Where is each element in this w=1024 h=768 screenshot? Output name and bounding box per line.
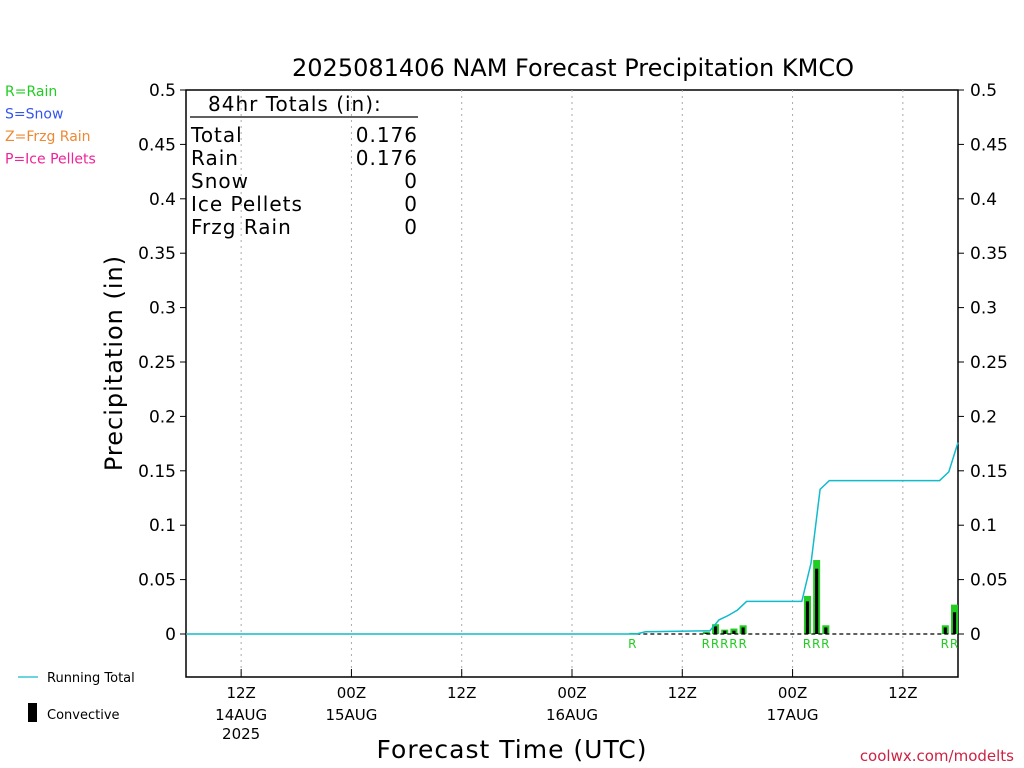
y-tick-label-right: 0	[970, 625, 981, 645]
precip-type-label: R	[941, 637, 949, 651]
precip-type-label: R	[702, 637, 710, 651]
convective-bar	[824, 627, 828, 634]
totals-row-value: 0.176	[356, 146, 418, 170]
convective-bar	[943, 627, 947, 634]
precip-type-label: R	[628, 637, 636, 651]
x-tick-label-date: 15AUG	[325, 706, 377, 724]
totals-row-label: Rain	[191, 146, 239, 170]
y-axis-label: Precipitation (in)	[100, 255, 128, 471]
running-total-line	[186, 442, 959, 635]
x-tick-label-time: 12Z	[226, 684, 255, 702]
precip-type-legend: R=Rain S=Snow Z=Frzg Rain P=Ice Pellets	[5, 84, 96, 168]
precip-type-label: R	[711, 637, 719, 651]
totals-row-value: 0	[404, 215, 418, 239]
credit-text: coolwx.com/modelts	[860, 747, 1014, 765]
y-tick-label-left: 0.15	[138, 462, 176, 482]
x-tick-label-time: 00Z	[557, 684, 586, 702]
convective-bar	[815, 568, 819, 634]
x-tick-label-time: 12Z	[668, 684, 697, 702]
totals-box: 84hr Totals (in): Total 0.176 Rain 0.176 Sno…	[190, 92, 418, 239]
y-tick-label-right: 0.4	[970, 190, 997, 210]
precip-type-label: R	[803, 637, 811, 651]
x-tick-label-date: 16AUG	[546, 706, 598, 724]
totals-row-value: 0.176	[356, 123, 418, 147]
x-tick-label-time: 00Z	[778, 684, 807, 702]
y-tick-label-left: 0.45	[138, 135, 176, 155]
y-tick-label-left: 0.3	[149, 299, 176, 319]
legend-entry-0: R=Rain	[5, 84, 57, 100]
x-grid-lines	[240, 90, 904, 677]
legend-entry-2: Z=Frzg Rain	[5, 129, 91, 145]
y-axis-left: 0 0.05 0.1 0.15 0.2 0.25 0.3 0.35 0.4 0.45 0.5	[138, 81, 186, 645]
convective-bar	[732, 630, 736, 634]
y-tick-label-right: 0.2	[970, 407, 997, 427]
precip-type-label: R	[950, 637, 958, 651]
y-tick-label-right: 0.45	[970, 135, 1008, 155]
convective-bar	[741, 627, 745, 634]
convective-bar	[713, 626, 718, 634]
convective-bar	[723, 630, 727, 634]
totals-row-label: Frzg Rain	[191, 215, 292, 239]
y-tick-label-left: 0.5	[149, 81, 176, 101]
x-tick-label-time: 12Z	[888, 684, 917, 702]
totals-row-label: Ice Pellets	[191, 192, 303, 216]
precip-type-label: R	[720, 637, 728, 651]
totals-heading: 84hr Totals (in):	[208, 92, 382, 116]
precip-type-label: R	[821, 637, 829, 651]
x-axis-label: Forecast Time (UTC)	[377, 735, 648, 764]
x-tick-label-year: 2025	[222, 725, 260, 743]
y-tick-label-right: 0.3	[970, 299, 997, 319]
y-tick-label-right: 0.25	[970, 353, 1008, 373]
running-total-series	[186, 442, 959, 635]
chart-title: 2025081406 NAM Forecast Precipitation KM…	[292, 54, 854, 82]
y-tick-label-left: 0	[165, 625, 176, 645]
y-tick-label-right: 0.05	[970, 571, 1008, 591]
y-tick-label-right: 0.35	[970, 244, 1008, 264]
y-tick-label-left: 0.1	[149, 516, 176, 536]
totals-row-label: Snow	[191, 169, 249, 193]
convective-bar	[952, 612, 957, 634]
totals-row-value: 0	[404, 192, 418, 216]
y-tick-label-left: 0.35	[138, 244, 176, 264]
y-tick-label-right: 0.1	[970, 516, 997, 536]
legend-entry-3: P=Ice Pellets	[5, 152, 96, 168]
precip-type-label: R	[812, 637, 820, 651]
y-tick-label-left: 0.25	[138, 353, 176, 373]
y-axis-right: 0 0.05 0.1 0.15 0.2 0.25 0.3 0.35 0.4 0.45 0.5	[958, 81, 1008, 645]
convective-legend-label: Convective	[47, 708, 120, 723]
x-tick-label-time: 00Z	[337, 684, 366, 702]
y-tick-label-left: 0.05	[138, 571, 176, 591]
x-tick-label-time: 12Z	[447, 684, 476, 702]
convective-bar	[805, 601, 810, 634]
y-tick-label-left: 0.2	[149, 407, 176, 427]
precip-bars	[629, 560, 958, 634]
x-tick-label-date: 17AUG	[767, 706, 819, 724]
totals-row-value: 0	[404, 169, 418, 193]
precip-type-label: R	[729, 637, 737, 651]
precip-type-label: R	[738, 637, 746, 651]
x-tick-label-date: 14AUG	[215, 706, 267, 724]
totals-row-label: Total	[190, 123, 243, 147]
convective-legend-swatch	[28, 703, 37, 722]
y-tick-label-right: 0.15	[970, 462, 1008, 482]
legend-entry-1: S=Snow	[5, 107, 63, 123]
running-total-legend-label: Running Total	[47, 671, 135, 686]
y-tick-label-left: 0.4	[149, 190, 176, 210]
y-tick-label-right: 0.5	[970, 81, 997, 101]
